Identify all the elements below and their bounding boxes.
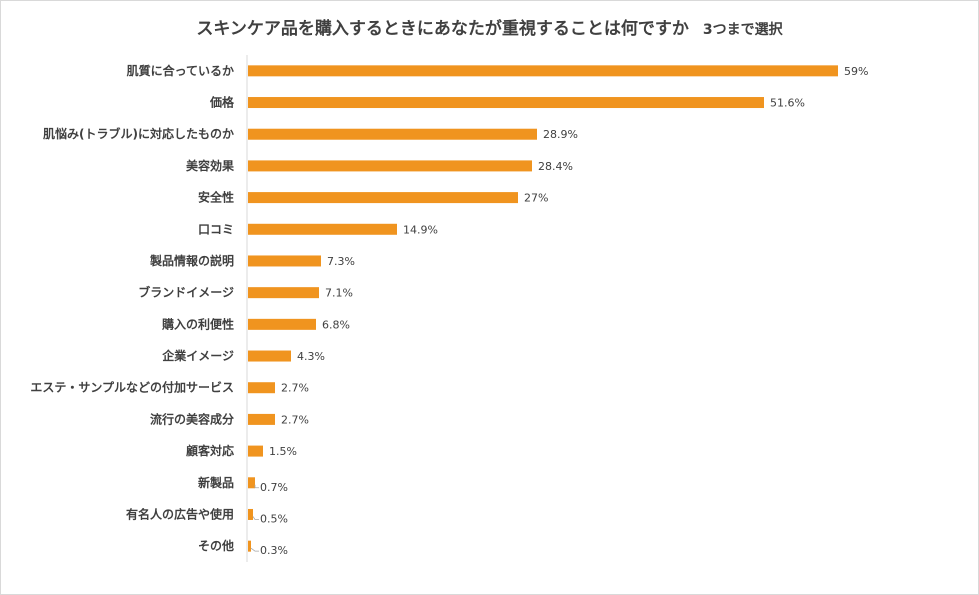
data-label: 27% xyxy=(524,192,548,205)
category-label: 肌悩み(トラブル)に対応したものか xyxy=(42,126,234,141)
bar xyxy=(248,318,316,330)
category-label: 安全性 xyxy=(198,190,234,205)
bar xyxy=(248,97,764,109)
bar xyxy=(248,350,291,362)
bar xyxy=(248,508,253,520)
category-label: 有名人の広告や使用 xyxy=(126,506,234,521)
data-label: 0.7% xyxy=(260,481,288,494)
category-label: 企業イメージ xyxy=(161,348,234,363)
data-label-leader-line xyxy=(250,547,259,552)
category-label: 美容効果 xyxy=(186,158,234,173)
bars-group: 肌質に合っているか 59% 価格 51.6% 肌悩み(トラブル)に対応したものか 28.9… xyxy=(30,63,868,557)
data-label: 59% xyxy=(844,65,868,78)
bar xyxy=(248,223,397,235)
data-label: 2.7% xyxy=(281,382,309,395)
data-label: 14.9% xyxy=(403,223,438,236)
chart-title: スキンケア品を購入するときにあなたが重視することは何ですか 3つまで選択 xyxy=(0,14,979,39)
category-label: 流行の美容成分 xyxy=(150,411,234,426)
category-label: 価格 xyxy=(209,95,235,110)
data-label: 1.5% xyxy=(269,445,297,458)
bar xyxy=(248,287,319,299)
data-label: 28.4% xyxy=(538,160,573,173)
category-label: エステ・サンプルなどの付加サービス xyxy=(30,380,234,395)
category-label: 新製品 xyxy=(198,475,234,490)
chart-title-main: スキンケア品を購入するときにあなたが重視することは何ですか xyxy=(196,19,689,39)
bar xyxy=(248,413,275,425)
category-label: 肌質に合っているか xyxy=(126,63,234,78)
category-label: 購入の利便性 xyxy=(161,316,234,331)
bar xyxy=(248,65,838,77)
bar xyxy=(248,255,321,267)
bar xyxy=(248,477,255,489)
chart-subtitle: 3つまで選択 xyxy=(702,22,783,38)
category-label: その他 xyxy=(198,538,234,553)
data-label-leader-line xyxy=(254,484,259,489)
data-label: 28.9% xyxy=(543,128,578,141)
bar xyxy=(248,192,518,204)
category-label: 顧客対応 xyxy=(186,443,234,458)
bar xyxy=(248,540,251,552)
bar xyxy=(248,128,537,140)
data-label-leader-line xyxy=(252,516,259,520)
category-label: 口コミ xyxy=(198,222,234,236)
bar xyxy=(248,445,263,457)
data-label: 7.3% xyxy=(327,255,355,268)
bar xyxy=(248,382,275,394)
bar xyxy=(248,160,532,172)
data-label: 2.7% xyxy=(281,413,309,426)
category-label: 製品情報の説明 xyxy=(149,253,234,268)
data-label: 7.1% xyxy=(325,287,353,300)
data-label: 6.8% xyxy=(322,318,350,331)
data-label: 4.3% xyxy=(297,350,325,363)
data-label: 51.6% xyxy=(770,97,805,110)
data-label: 0.3% xyxy=(260,544,288,557)
category-label: ブランドイメージ xyxy=(138,285,234,300)
data-label: 0.5% xyxy=(260,512,288,525)
